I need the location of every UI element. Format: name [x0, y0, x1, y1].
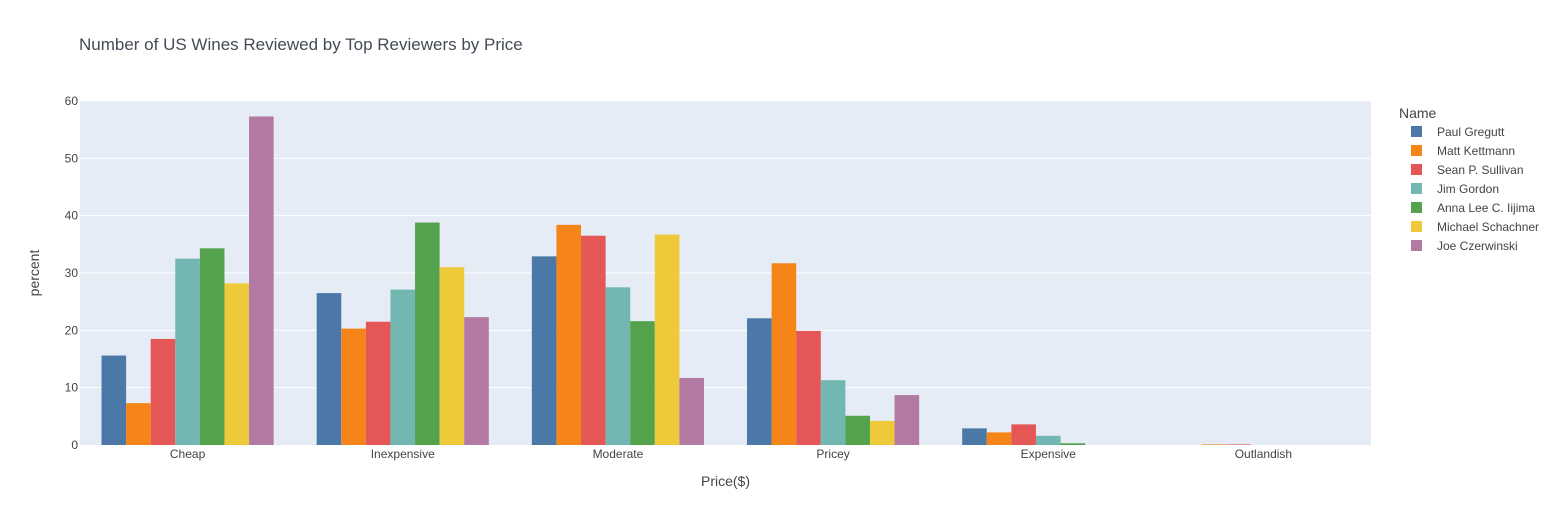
legend-item-label[interactable]: Michael Schachner [1437, 220, 1539, 234]
legend-item-label[interactable]: Paul Gregutt [1437, 125, 1505, 139]
legend-item-label[interactable]: Jim Gordon [1437, 182, 1499, 196]
bar [894, 395, 920, 445]
bar [150, 338, 176, 445]
x-tick-label: Moderate [593, 447, 644, 461]
bar [390, 289, 416, 445]
bar [1035, 435, 1061, 445]
legend-swatch[interactable] [1411, 240, 1422, 251]
bar [316, 293, 342, 445]
bar [199, 248, 225, 445]
chart-title: Number of US Wines Reviewed by Top Revie… [79, 35, 523, 54]
x-axis-ticks: Cheap Inexpensive Moderate Pricey Expensive O… [170, 447, 1292, 461]
x-tick-label: Cheap [170, 447, 206, 461]
legend-swatch[interactable] [1411, 183, 1422, 194]
bar [630, 321, 655, 445]
bar [845, 415, 870, 445]
y-tick-label: 10 [65, 381, 79, 395]
legend-item-label[interactable]: Joe Czerwinski [1437, 239, 1518, 253]
bar [820, 380, 846, 445]
bar [962, 428, 987, 445]
y-tick-label: 20 [65, 323, 79, 337]
bar [796, 330, 821, 445]
x-tick-label: Outlandish [1235, 447, 1292, 461]
bar [126, 403, 151, 445]
y-tick-label: 40 [65, 209, 79, 223]
bar [1060, 443, 1086, 445]
bar [415, 222, 440, 445]
legend-item-label[interactable]: Sean P. Sullivan [1437, 163, 1524, 177]
y-axis-ticks: 0 10 20 30 40 50 60 [65, 94, 79, 452]
bar [654, 234, 680, 445]
bar [175, 258, 200, 445]
bars [101, 116, 1252, 445]
legend-swatch[interactable] [1411, 221, 1422, 232]
bar [869, 420, 895, 445]
legend-swatch[interactable] [1411, 202, 1422, 213]
bar [531, 256, 557, 445]
bar [224, 283, 250, 445]
bar [605, 287, 631, 445]
legend: Name Paul Gregutt Matt Kettmann Sean P. Su… [1399, 105, 1539, 253]
y-tick-label: 60 [65, 94, 79, 108]
bar [249, 116, 274, 445]
y-tick-label: 30 [65, 266, 79, 280]
bar [771, 263, 797, 445]
legend-item-label[interactable]: Matt Kettmann [1437, 144, 1515, 158]
bar [581, 235, 606, 445]
legend-title: Name [1399, 105, 1437, 121]
legend-swatch[interactable] [1411, 164, 1422, 175]
y-axis-title: percent [26, 250, 42, 297]
bar [986, 432, 1012, 445]
y-tick-label: 0 [71, 438, 78, 452]
bar [679, 377, 704, 445]
x-tick-label: Pricey [816, 447, 849, 461]
bar [556, 224, 582, 445]
x-tick-label: Expensive [1021, 447, 1077, 461]
grid-lines [80, 100, 1371, 389]
x-axis-title: Price($) [701, 473, 750, 489]
legend-swatch[interactable] [1411, 145, 1422, 156]
bar [1011, 424, 1036, 445]
bar [464, 317, 489, 445]
bar [439, 267, 465, 445]
legend-swatch[interactable] [1411, 126, 1422, 137]
x-tick-label: Inexpensive [371, 447, 435, 461]
bar [341, 328, 366, 445]
y-tick-label: 50 [65, 151, 79, 165]
bar [365, 321, 391, 445]
bar [1201, 444, 1227, 445]
bar [101, 355, 127, 445]
bar [1226, 444, 1252, 445]
legend-item-label[interactable]: Anna Lee C. Iijima [1437, 201, 1535, 215]
bar [747, 318, 772, 445]
